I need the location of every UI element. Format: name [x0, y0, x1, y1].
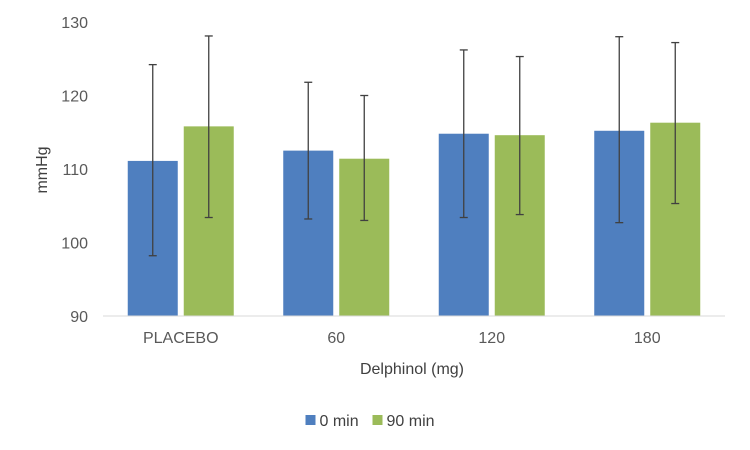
error-bar-series2-0: [204, 35, 213, 219]
y-tick-label: 130: [61, 15, 88, 32]
error-bar-series1-3: [615, 36, 624, 224]
x-axis: PLACEBO 60 120 180: [103, 315, 725, 347]
error-bars-group: [148, 35, 680, 257]
x-axis-title: Delphinol (mg): [360, 361, 464, 378]
y-axis: 90 100 110 120 130: [61, 15, 88, 326]
error-bar-series2-1: [360, 94, 369, 222]
error-bar-series1-0: [148, 63, 157, 257]
legend-swatch: [305, 415, 316, 425]
error-bar-series1-1: [304, 81, 313, 220]
y-tick-label: 110: [62, 162, 88, 179]
legend-label: 0 min: [320, 413, 359, 430]
legend-label: 90 min: [387, 413, 435, 430]
y-tick-label: 120: [61, 89, 88, 106]
error-bar-series1-2: [459, 49, 468, 219]
error-bar-series2-3: [671, 41, 680, 205]
x-tick-label: 60: [327, 330, 345, 347]
error-bar-series2-2: [515, 55, 524, 216]
x-tick-label: 120: [478, 330, 505, 347]
x-tick-label: 180: [634, 330, 661, 347]
legend: 0 min 90 min: [305, 413, 435, 430]
legend-item-series1: 0 min: [305, 413, 359, 430]
legend-item-series2: 90 min: [372, 413, 435, 430]
y-tick-label: 100: [61, 236, 88, 253]
legend-swatch: [372, 415, 383, 425]
x-tick-label: PLACEBO: [143, 330, 219, 347]
bars-group: [127, 122, 701, 317]
y-tick-label: 90: [70, 309, 88, 326]
y-axis-title: mmHg: [34, 146, 51, 193]
